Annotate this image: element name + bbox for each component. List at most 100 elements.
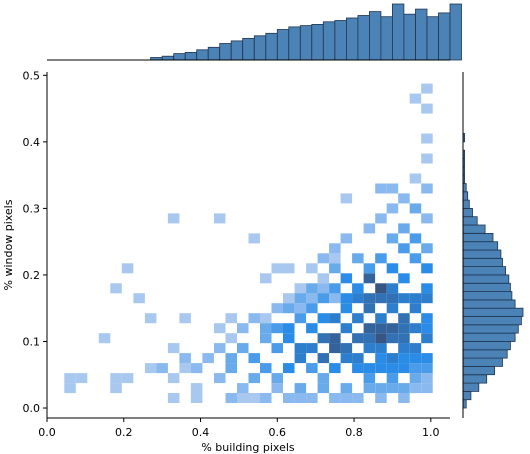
heatmap-cell [167,343,180,354]
heatmap-cell [352,393,364,403]
marginal-y-bars [462,133,524,409]
marginal-x-bar [322,21,336,61]
heatmap-cell [237,323,249,334]
marginal-y-bar [462,324,519,334]
marginal-y-bar [462,199,470,209]
marginal-y-bar [462,191,469,201]
marginal-y-bar [462,299,516,309]
heatmap-cell [306,263,318,274]
heatmap-cell [421,313,433,324]
marginal-x-bar [334,20,347,61]
heatmap-cell [398,313,410,324]
heatmap-cell [375,313,387,324]
heatmap-cell [340,303,353,314]
y-tick-label: 0.0 [23,402,41,415]
marginal-x-bar [311,23,324,61]
heatmap-cell [409,343,422,354]
heatmap-cell [121,263,134,274]
heatmap-cell [409,363,422,374]
marginal-y-histogram [462,72,524,418]
heatmap-cell [283,303,295,314]
heatmap-cell [329,293,341,304]
heatmap-cell [363,273,376,284]
heatmap-cell [421,323,433,334]
main-heatmap-area: 0.0 0.2 0.4 0.6 0.8 1.0 0.0 0.1 0.2 0.3 0.4 0.5 % … [2,69,450,454]
heatmap-cell [167,373,180,384]
heatmap-cell [317,373,330,384]
heatmap-cell [294,313,307,324]
marginal-y-bar [462,282,511,292]
heatmap-cell [386,283,399,294]
heatmap-cell [306,283,318,294]
heatmap-cell [317,353,330,364]
heatmap-cell [375,383,387,394]
marginal-y-bar [462,332,516,342]
heatmap-cell [294,303,307,314]
marginal-x-bar [253,35,267,61]
heatmap-cell [409,293,422,304]
heatmap-cell [294,343,307,354]
heatmap-cell [421,83,433,94]
heatmap-cell [329,363,341,374]
marginal-y-bar [462,365,496,376]
heatmap-cell [375,333,387,344]
marginal-x-bar [299,25,313,61]
heatmap-cell [225,333,237,344]
heatmap-cell [248,313,260,324]
heatmap-cell [340,293,353,304]
marginal-x-bar [391,3,405,61]
heatmap-cell [98,333,111,344]
heatmap-cell [260,333,272,344]
heatmap-cell [294,353,307,364]
heatmap-cell [144,313,157,324]
heatmap-cell [190,393,203,403]
heatmap-cell [352,333,364,344]
heatmap-cell [340,323,353,334]
heatmap-cell [398,343,410,354]
heatmap-cell [329,283,341,294]
heatmap-cell [317,283,330,294]
heatmap-cell [225,393,237,403]
marginal-x-bar [242,38,255,61]
heatmap-cell [409,353,422,364]
heatmap-cell [398,383,410,394]
heatmap-cell [317,293,330,304]
marginal-x-bar [276,29,290,61]
heatmap-cell [306,343,318,354]
marginal-y-bar [462,374,488,384]
heatmap-cell [133,293,145,304]
heatmap-cell [225,363,237,374]
marginal-y-bar [462,232,494,243]
y-tick-label: 0.5 [23,69,41,82]
heatmap-cell [306,293,318,304]
heatmap-cell [398,353,410,364]
heatmap-cell [110,383,122,394]
marginal-x-bar [403,13,416,61]
heatmap-cell [421,183,433,194]
x-axis-label: % building pixels [201,441,295,454]
heatmap-cell [409,93,422,104]
marginal-x-bar [184,52,198,61]
y-tick-label: 0.1 [23,335,41,348]
marginal-y-bar [462,249,502,259]
heatmap-cell [386,363,399,374]
heatmap-cell [421,363,433,374]
heatmap-cell [409,383,422,394]
heatmap-cell [167,213,180,224]
x-tick-label: 1.0 [422,426,440,439]
heatmap-cells [64,83,433,403]
heatmap-cell [375,293,387,304]
marginal-y-bar [462,257,503,267]
heatmap-cell [329,313,341,324]
heatmap-cell [283,323,295,334]
y-ticks: 0.0 0.1 0.2 0.3 0.4 0.5 [23,69,47,415]
heatmap-cell [317,333,330,344]
heatmap-cell [190,363,203,374]
heatmap-cell [375,343,387,354]
heatmap-cell [110,373,122,384]
heatmap-cell [363,323,376,334]
marginal-y-bar [462,274,510,284]
marginal-x-bar [207,46,221,61]
heatmap-cell [271,373,283,384]
heatmap-cell [179,363,191,374]
